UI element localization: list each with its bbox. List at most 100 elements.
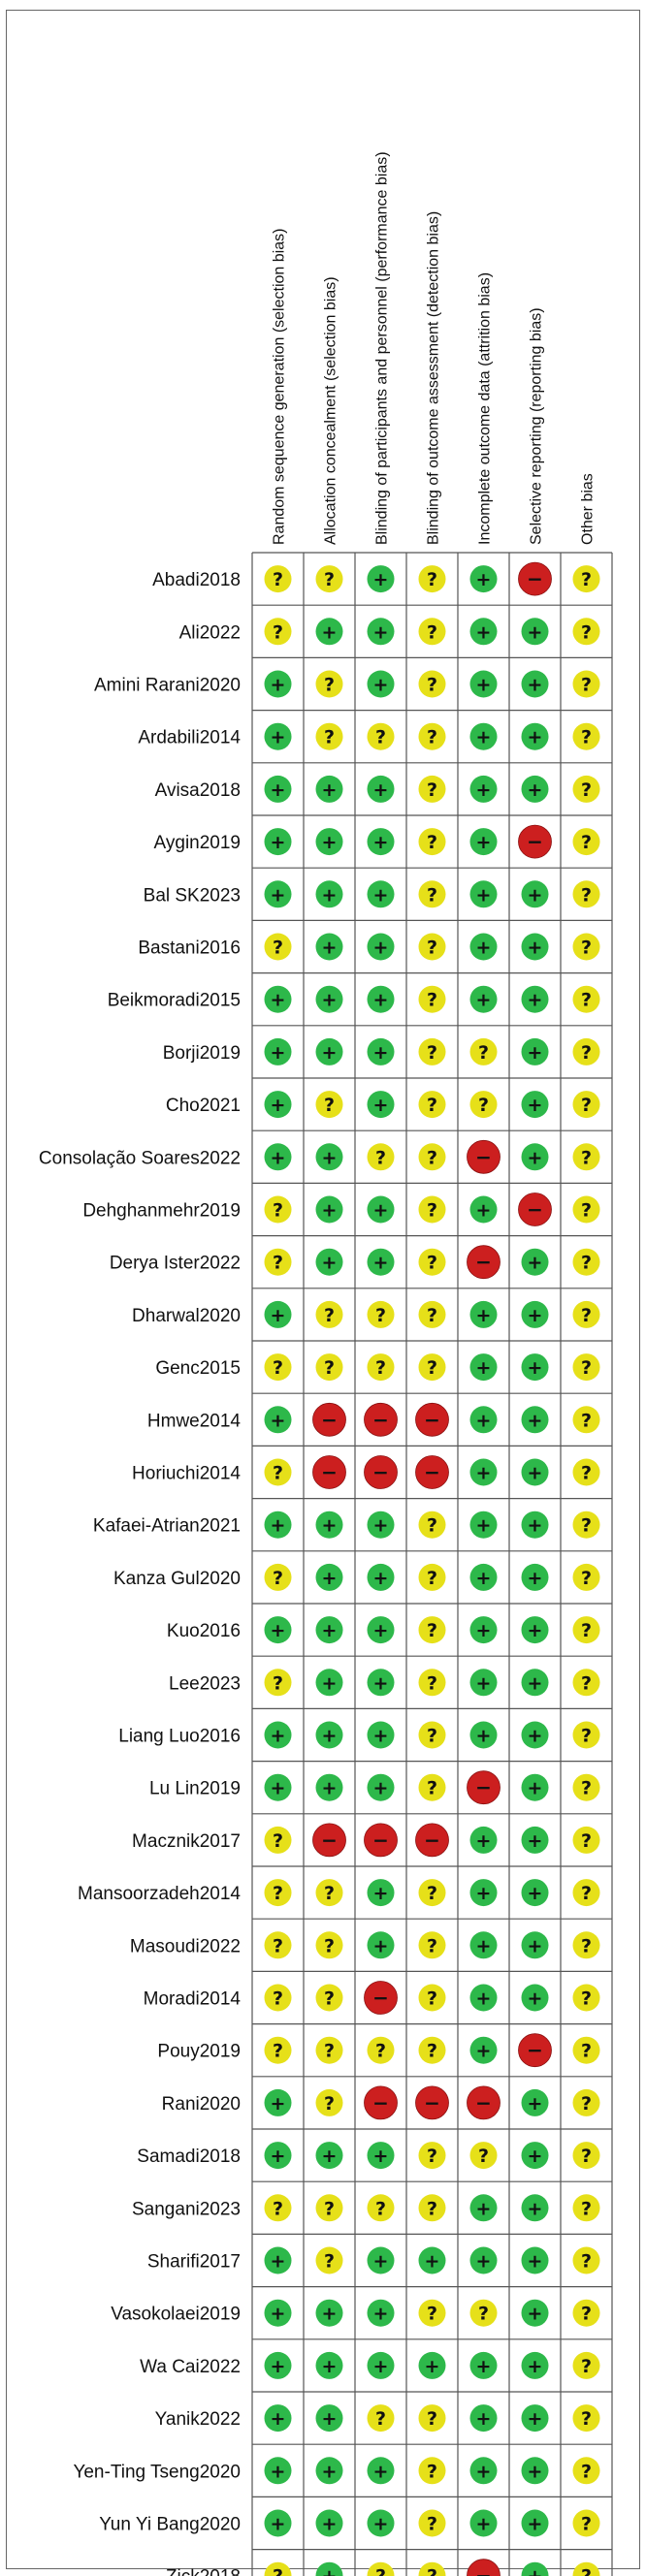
svg-text:?: ? <box>324 569 335 590</box>
unclear-risk-icon: ? <box>572 1248 600 1276</box>
low-risk-icon: + <box>315 2299 343 2327</box>
svg-text:?: ? <box>581 1042 592 1064</box>
svg-text:−: − <box>475 2564 492 2576</box>
table-row: Aygin2019 + + +? + −? <box>154 824 600 859</box>
unclear-risk-icon: ? <box>572 1721 600 1749</box>
unclear-risk-icon: ? <box>418 2194 446 2222</box>
svg-text:?: ? <box>427 1988 437 2010</box>
svg-text:−: − <box>321 1829 338 1852</box>
svg-text:?: ? <box>427 2566 437 2576</box>
svg-text:?: ? <box>375 2198 386 2219</box>
unclear-risk-icon: ? <box>572 1406 600 1434</box>
table-row: Yun Yi Bang2020 + + +? + +? <box>99 2509 600 2537</box>
unclear-risk-icon: ? <box>418 933 446 961</box>
unclear-risk-icon: ? <box>367 2194 395 2222</box>
unclear-risk-icon: ? <box>418 1037 446 1065</box>
svg-text:?: ? <box>581 2408 592 2430</box>
low-risk-icon: + <box>315 1143 343 1171</box>
table-row: Beikmoradi2015 + + +? + +? <box>108 985 600 1013</box>
svg-text:?: ? <box>427 727 437 748</box>
unclear-risk-icon: ? <box>572 933 600 961</box>
high-risk-icon: − <box>518 561 552 596</box>
unclear-risk-icon: ? <box>418 2509 446 2537</box>
unclear-risk-icon: ? <box>315 1931 343 1959</box>
svg-text:?: ? <box>581 938 592 959</box>
low-risk-icon: + <box>315 933 343 961</box>
unclear-risk-icon: ? <box>572 1300 600 1328</box>
study-label: Horiuchi2014 <box>132 1464 241 1484</box>
svg-text:+: + <box>271 1726 286 1747</box>
svg-text:−: − <box>527 2039 543 2062</box>
study-label: Borji2019 <box>163 1043 241 1064</box>
study-label: Sangani2023 <box>132 2199 241 2219</box>
svg-text:+: + <box>528 1830 543 1852</box>
unclear-risk-icon: ? <box>572 1563 600 1591</box>
svg-text:+: + <box>528 2514 543 2535</box>
low-risk-icon: + <box>264 880 292 908</box>
unclear-risk-icon: ? <box>264 1248 292 1276</box>
svg-text:?: ? <box>581 1357 592 1379</box>
svg-text:?: ? <box>427 1620 437 1641</box>
svg-text:?: ? <box>427 1042 437 1064</box>
unclear-risk-icon: ? <box>418 2299 446 2327</box>
svg-text:?: ? <box>581 1200 592 1222</box>
svg-text:?: ? <box>324 1095 335 1116</box>
study-label: Abadi2018 <box>152 570 241 590</box>
low-risk-icon: + <box>521 880 549 908</box>
svg-text:?: ? <box>375 1147 386 1168</box>
study-label: Dharwal2020 <box>132 1306 241 1326</box>
svg-text:?: ? <box>581 1305 592 1326</box>
svg-text:+: + <box>271 1147 286 1168</box>
svg-text:+: + <box>476 832 492 853</box>
svg-text:?: ? <box>273 1935 283 1956</box>
svg-text:?: ? <box>273 2566 283 2576</box>
svg-text:+: + <box>373 2251 389 2273</box>
low-risk-icon: + <box>469 1511 498 1539</box>
svg-text:+: + <box>528 1515 543 1537</box>
svg-text:+: + <box>373 884 389 906</box>
table-row: Ardabili2014 +??? + +? <box>138 722 600 750</box>
svg-text:+: + <box>271 990 286 1011</box>
svg-text:+: + <box>476 621 492 643</box>
low-risk-icon: + <box>418 2351 446 2379</box>
svg-text:?: ? <box>581 2514 592 2535</box>
low-risk-icon: + <box>418 2246 446 2274</box>
study-label: Dehghanmehr2019 <box>82 1201 241 1222</box>
svg-text:?: ? <box>581 1620 592 1641</box>
low-risk-icon: + <box>315 775 343 803</box>
svg-text:?: ? <box>478 2146 489 2167</box>
low-risk-icon: + <box>264 2246 292 2274</box>
unclear-risk-icon: ? <box>572 618 600 646</box>
svg-text:?: ? <box>581 1830 592 1852</box>
svg-text:?: ? <box>581 2461 592 2482</box>
svg-text:+: + <box>271 1515 286 1537</box>
svg-text:?: ? <box>581 2251 592 2273</box>
low-risk-icon: + <box>315 1616 343 1644</box>
svg-text:?: ? <box>324 1305 335 1326</box>
unclear-risk-icon: ? <box>469 1091 498 1119</box>
low-risk-icon: + <box>367 1511 395 1539</box>
svg-text:?: ? <box>427 1357 437 1379</box>
low-risk-icon: + <box>367 1563 395 1591</box>
low-risk-icon: + <box>315 1195 343 1224</box>
study-label: Beikmoradi2015 <box>108 991 241 1011</box>
low-risk-icon: + <box>264 1143 292 1171</box>
svg-text:?: ? <box>581 1095 592 1116</box>
unclear-risk-icon: ? <box>418 722 446 750</box>
svg-text:?: ? <box>478 2304 489 2325</box>
low-risk-icon: + <box>521 1300 549 1328</box>
table-row: Zick2018? +?? − +? <box>166 2559 600 2576</box>
svg-text:+: + <box>528 1095 543 1116</box>
svg-text:?: ? <box>273 1463 283 1484</box>
svg-text:+: + <box>271 2461 286 2482</box>
unclear-risk-icon: ? <box>572 1458 600 1486</box>
low-risk-icon: + <box>315 2404 343 2433</box>
study-label: Samadi2018 <box>137 2147 241 2167</box>
unclear-risk-icon: ? <box>315 2246 343 2274</box>
svg-text:+: + <box>322 1253 338 1274</box>
low-risk-icon: + <box>367 2509 395 2537</box>
unclear-risk-icon: ? <box>572 1511 600 1539</box>
unclear-risk-icon: ? <box>367 1300 395 1328</box>
study-label: Sharifi2017 <box>147 2252 241 2273</box>
svg-text:?: ? <box>581 1988 592 2010</box>
